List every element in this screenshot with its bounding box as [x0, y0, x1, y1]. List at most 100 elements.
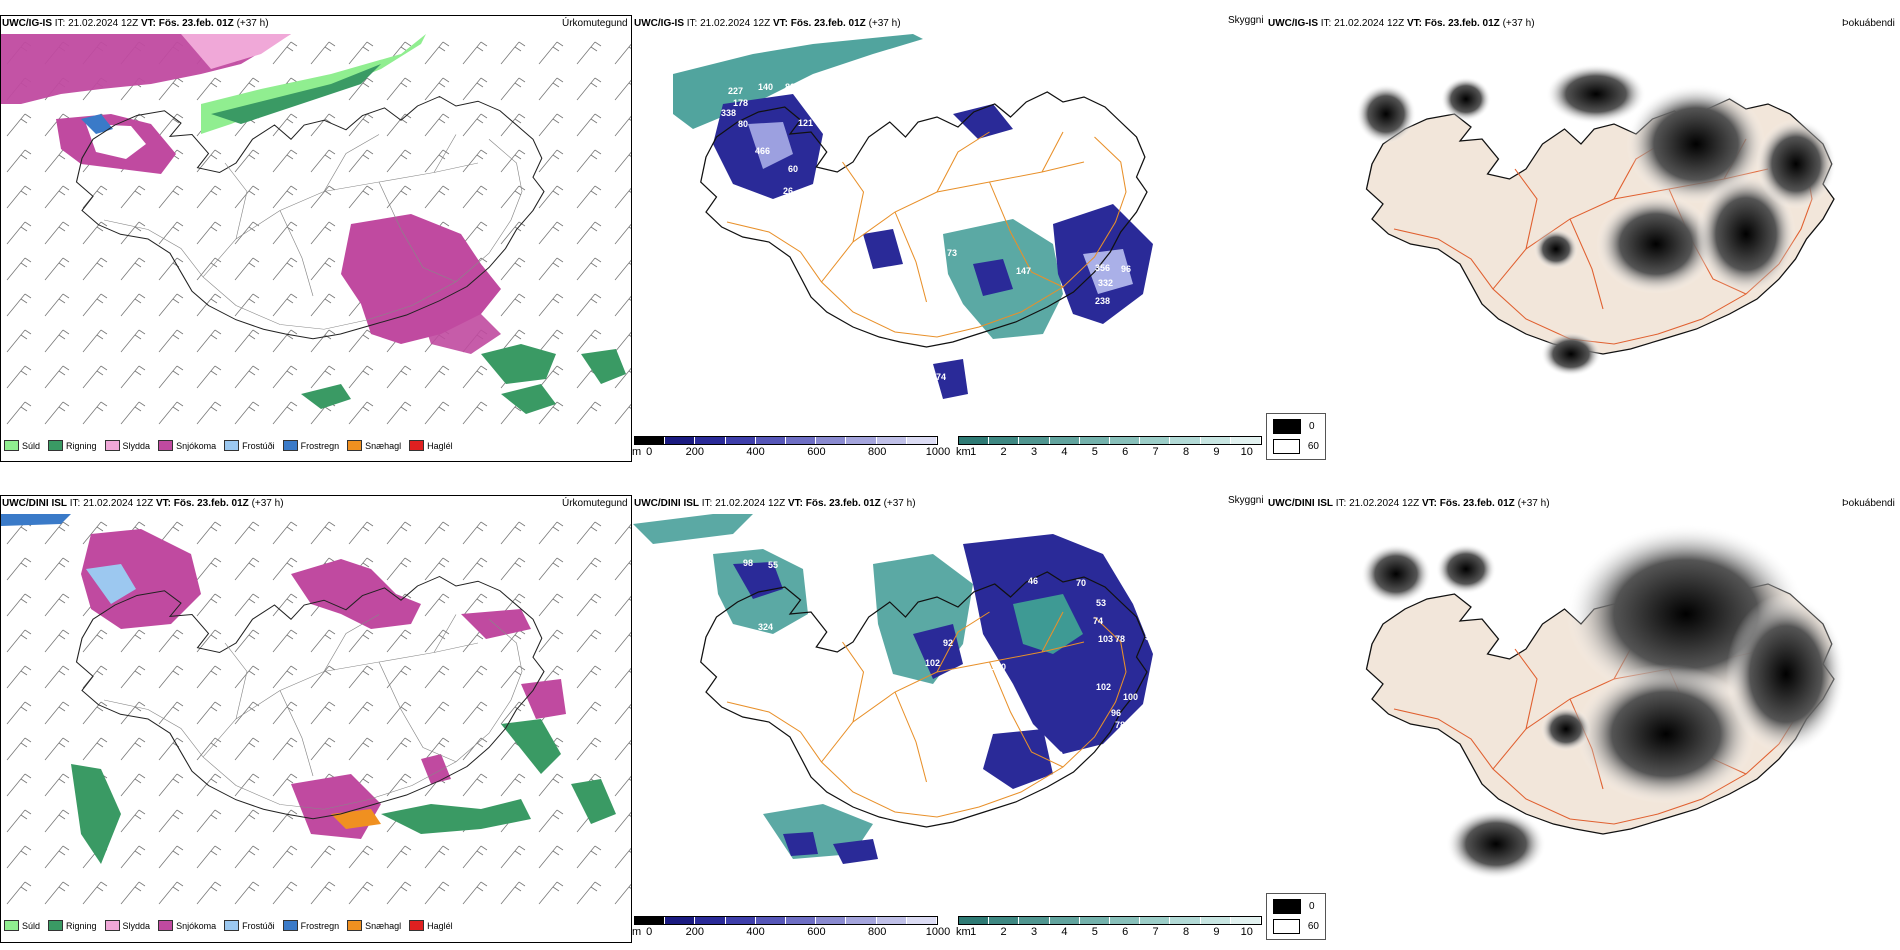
- vis-value-label: 238: [1095, 296, 1110, 306]
- scale-tick: 2: [1000, 926, 1007, 938]
- fog-legend-label: 60: [1307, 441, 1319, 452]
- vis-value-label: 512: [985, 84, 1000, 94]
- legend-item: Frostregn: [282, 440, 339, 451]
- visibility-map-bottom: 98 55 324 46 70 53 61 92 102 120 127 74 …: [633, 514, 1189, 878]
- vis-value-label: 53: [1096, 598, 1106, 608]
- lead-time: (+37 h): [236, 18, 269, 29]
- fog-legend-bottom: 0 60: [1266, 893, 1326, 940]
- legend-item: Slydda: [104, 440, 151, 451]
- scale-cell: [959, 437, 990, 444]
- header-top-precip: UWC/IG-IS IT: 21.02.2024 12Z VT: Fös. 23…: [2, 18, 269, 29]
- vis-value-label: 267: [1058, 811, 1073, 821]
- scale-cell: [1230, 437, 1262, 444]
- title-precip-type: Úrkomutegund: [562, 498, 628, 509]
- precip-map-bottom: [1, 514, 631, 912]
- scale-cell: [695, 437, 726, 444]
- vis-scale-m-top: m 0 200 400 600 800 1000: [632, 436, 950, 460]
- scale-cell: [1019, 437, 1050, 444]
- vis-value-label: 90: [1053, 750, 1063, 760]
- model-name: UWC/DINI ISL: [1268, 498, 1333, 509]
- scale-tick: 0: [646, 926, 653, 938]
- fog-map-bottom: [1361, 524, 1846, 879]
- scale-cell: [665, 917, 696, 924]
- init-time: IT: 21.02.2024 12Z: [1320, 18, 1405, 29]
- valid-label: VT:: [1421, 498, 1437, 509]
- scale-cell: [635, 917, 666, 924]
- vis-value-label: 103: [1098, 634, 1113, 644]
- vis-value-label: 96: [1121, 264, 1131, 274]
- vis-value-label: 98: [743, 558, 753, 568]
- title-visibility: Skyggni: [1228, 15, 1264, 26]
- scale-tick: 400: [746, 926, 765, 938]
- scale-tick: 600: [807, 446, 826, 458]
- scale-tick: 7: [1152, 446, 1159, 458]
- scale-bar-cells: [958, 436, 1262, 445]
- scale-unit: km: [956, 926, 971, 938]
- scale-cell: [1110, 917, 1141, 924]
- scale-tick: 3: [1030, 926, 1038, 938]
- scale-tick: 9: [1213, 926, 1220, 938]
- legend-swatch: [224, 440, 240, 451]
- lead-time: (+37 h): [868, 18, 901, 29]
- vis-value-label: 178: [733, 98, 748, 108]
- legend-label: Rigning: [66, 440, 97, 451]
- lead-time: (+37 h): [883, 498, 916, 509]
- fog-legend-label: 0: [1309, 901, 1315, 912]
- vis-value-label: 78: [1115, 720, 1125, 730]
- vis-value-label: 147: [1016, 266, 1031, 276]
- scale-tick: 200: [685, 926, 704, 938]
- legend-item: Snjókoma: [158, 440, 216, 451]
- scale-cell: [989, 917, 1020, 924]
- precip-map-top: [1, 34, 631, 432]
- scale-cell: [876, 437, 907, 444]
- vis-value-label: 70: [1076, 578, 1086, 588]
- scale-cell: [635, 437, 666, 444]
- scale-unit: m: [632, 446, 642, 458]
- fog-legend-row: 0: [1273, 899, 1319, 914]
- vis-value-label: 44: [1179, 636, 1189, 646]
- scale-cell: [1140, 917, 1171, 924]
- vis-value-label: 60: [788, 164, 798, 174]
- legend-label: Rigning: [66, 920, 97, 931]
- vis-value-label: 74: [1093, 616, 1103, 626]
- legend-item: Frostúði: [224, 920, 275, 931]
- legend-item: Rigning: [48, 440, 97, 451]
- scale-cell: [1200, 917, 1231, 924]
- legend-swatch: [104, 920, 120, 931]
- scale-tick: 8: [1182, 446, 1190, 458]
- scale-cell: [1170, 437, 1201, 444]
- scale-cell: [1200, 437, 1231, 444]
- scale-tick: 800: [868, 446, 887, 458]
- legend-item: Frostregn: [282, 920, 339, 931]
- vis-value-label: 121: [798, 118, 813, 128]
- vis-value-label: 71: [1069, 326, 1079, 336]
- init-time: IT: 21.02.2024 12Z: [1335, 498, 1420, 509]
- scale-bar-cells: [958, 916, 1262, 925]
- valid-label: VT:: [155, 498, 171, 509]
- vis-value-label: 74: [936, 372, 946, 382]
- fog-legend-label: 60: [1307, 921, 1319, 932]
- model-name: UWC/IG-IS: [2, 18, 52, 29]
- scale-tick: 5: [1091, 446, 1098, 458]
- scale-tick: 1: [970, 446, 977, 458]
- legend-label: Slydda: [122, 440, 151, 451]
- scale-tick: 6: [1122, 446, 1129, 458]
- legend-swatch: [48, 440, 64, 451]
- scale-cell: [959, 917, 990, 924]
- scale-cell: [876, 917, 907, 924]
- valid-label: VT:: [140, 18, 156, 29]
- legend-swatch: [347, 440, 363, 451]
- legend-item: Slydda: [104, 920, 150, 931]
- valid-time: Fös. 23.feb. 01Z: [805, 498, 881, 509]
- scale-cell: [725, 917, 756, 924]
- model-name: UWC/DINI ISL: [2, 498, 67, 509]
- vis-value-label: 40: [856, 864, 866, 874]
- legend-item: Haglél: [409, 920, 453, 931]
- vis-value-label: 45: [1151, 616, 1161, 626]
- legend-label: Haglél: [427, 920, 453, 931]
- scale-cell: [786, 917, 817, 924]
- precip-type-legend-bottom: Súld Rigning Slydda Snjókoma Frostúði Frostre…: [4, 920, 453, 931]
- vis-value-label: 356: [1095, 263, 1110, 273]
- vis-value-label: 54: [1145, 632, 1155, 642]
- scale-tick: 5: [1091, 926, 1098, 938]
